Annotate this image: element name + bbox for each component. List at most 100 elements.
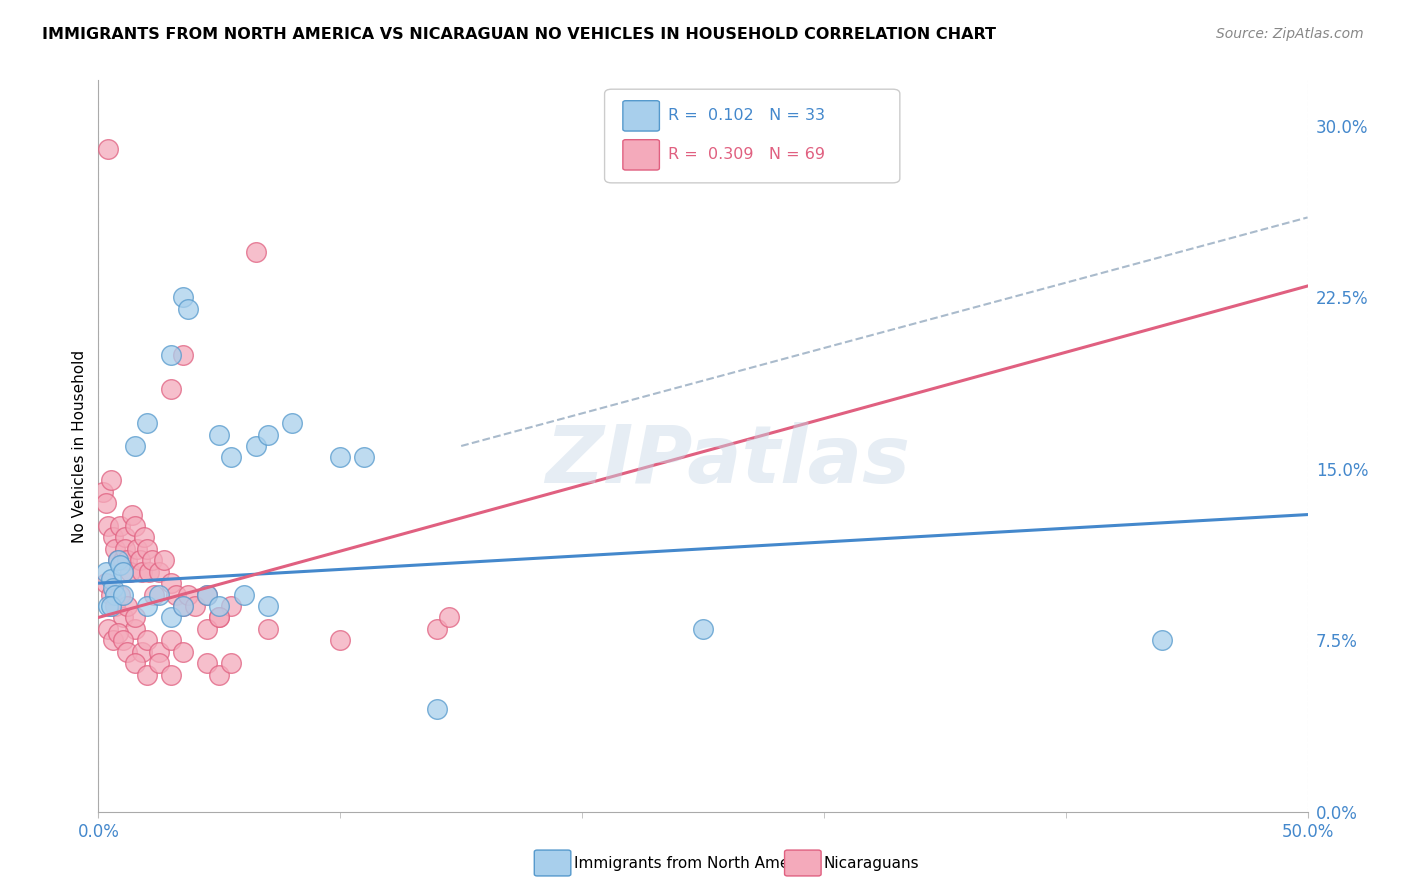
Point bbox=[256, 427, 278, 442]
Y-axis label: No Vehicles in Household: No Vehicles in Household bbox=[72, 350, 87, 542]
Point bbox=[221, 450, 243, 465]
Point bbox=[143, 588, 166, 602]
Point bbox=[114, 541, 136, 556]
Point bbox=[208, 610, 231, 624]
Point bbox=[108, 558, 131, 572]
Point bbox=[437, 610, 460, 624]
Point bbox=[329, 633, 352, 648]
Point bbox=[114, 530, 136, 544]
Point bbox=[160, 610, 183, 624]
Point bbox=[100, 588, 122, 602]
Point bbox=[1152, 633, 1174, 648]
Point bbox=[426, 702, 449, 716]
Point bbox=[111, 553, 134, 567]
Point bbox=[148, 656, 170, 670]
Point bbox=[111, 633, 134, 648]
Point bbox=[127, 541, 149, 556]
Point bbox=[101, 530, 124, 544]
Point bbox=[329, 450, 352, 465]
Point bbox=[165, 588, 187, 602]
Point bbox=[195, 622, 218, 636]
Point bbox=[141, 553, 163, 567]
Point bbox=[117, 599, 139, 613]
Point bbox=[107, 626, 129, 640]
Text: ZIPatlas: ZIPatlas bbox=[544, 422, 910, 500]
Point bbox=[124, 622, 146, 636]
Point bbox=[131, 565, 153, 579]
Point bbox=[94, 576, 117, 591]
Point bbox=[100, 572, 122, 586]
Text: Immigrants from North America: Immigrants from North America bbox=[574, 856, 817, 871]
Point bbox=[195, 588, 218, 602]
Point bbox=[97, 519, 120, 533]
Point bbox=[124, 519, 146, 533]
Point bbox=[111, 565, 134, 579]
Point bbox=[172, 347, 194, 362]
Point bbox=[172, 599, 194, 613]
Point bbox=[104, 599, 127, 613]
Point bbox=[172, 645, 194, 659]
Point bbox=[97, 599, 120, 613]
Point bbox=[177, 301, 200, 316]
Point bbox=[104, 541, 127, 556]
Point bbox=[104, 588, 127, 602]
Text: Nicaraguans: Nicaraguans bbox=[824, 856, 920, 871]
Point bbox=[108, 519, 131, 533]
Point bbox=[245, 244, 267, 259]
Text: R =  0.309   N = 69: R = 0.309 N = 69 bbox=[668, 147, 825, 162]
Point bbox=[148, 565, 170, 579]
Point bbox=[124, 656, 146, 670]
Point bbox=[160, 667, 183, 681]
Point bbox=[131, 645, 153, 659]
Point bbox=[124, 439, 146, 453]
Point bbox=[107, 553, 129, 567]
Point bbox=[117, 645, 139, 659]
Point bbox=[692, 622, 714, 636]
Point bbox=[100, 599, 122, 613]
Point bbox=[208, 610, 231, 624]
Point bbox=[91, 484, 114, 499]
Point bbox=[208, 667, 231, 681]
Point bbox=[172, 290, 194, 304]
Point bbox=[135, 541, 157, 556]
Point bbox=[135, 416, 157, 430]
Point bbox=[135, 599, 157, 613]
Point bbox=[135, 633, 157, 648]
Point bbox=[134, 530, 156, 544]
Point bbox=[160, 382, 183, 396]
Point bbox=[94, 496, 117, 510]
Point bbox=[111, 610, 134, 624]
Point bbox=[135, 667, 157, 681]
Point bbox=[353, 450, 375, 465]
Point bbox=[426, 622, 449, 636]
Point bbox=[121, 508, 143, 522]
Point bbox=[221, 656, 243, 670]
Point bbox=[118, 565, 141, 579]
Point bbox=[111, 588, 134, 602]
Point bbox=[256, 599, 278, 613]
Point bbox=[148, 645, 170, 659]
Point bbox=[101, 633, 124, 648]
Point bbox=[160, 347, 183, 362]
Point bbox=[124, 610, 146, 624]
Point bbox=[208, 427, 231, 442]
Point bbox=[256, 622, 278, 636]
Text: R =  0.102   N = 33: R = 0.102 N = 33 bbox=[668, 108, 825, 123]
Point bbox=[94, 565, 117, 579]
Point bbox=[138, 565, 160, 579]
Point bbox=[128, 553, 150, 567]
Point bbox=[97, 142, 120, 156]
Point bbox=[245, 439, 267, 453]
Point bbox=[208, 599, 231, 613]
Point bbox=[160, 633, 183, 648]
Point bbox=[177, 588, 200, 602]
Point bbox=[100, 473, 122, 487]
Point bbox=[107, 553, 129, 567]
Text: IMMIGRANTS FROM NORTH AMERICA VS NICARAGUAN NO VEHICLES IN HOUSEHOLD CORRELATION: IMMIGRANTS FROM NORTH AMERICA VS NICARAG… bbox=[42, 27, 997, 42]
Point bbox=[184, 599, 207, 613]
Point bbox=[195, 656, 218, 670]
Point bbox=[281, 416, 304, 430]
Point bbox=[152, 553, 174, 567]
Point bbox=[160, 576, 183, 591]
Point bbox=[108, 588, 131, 602]
